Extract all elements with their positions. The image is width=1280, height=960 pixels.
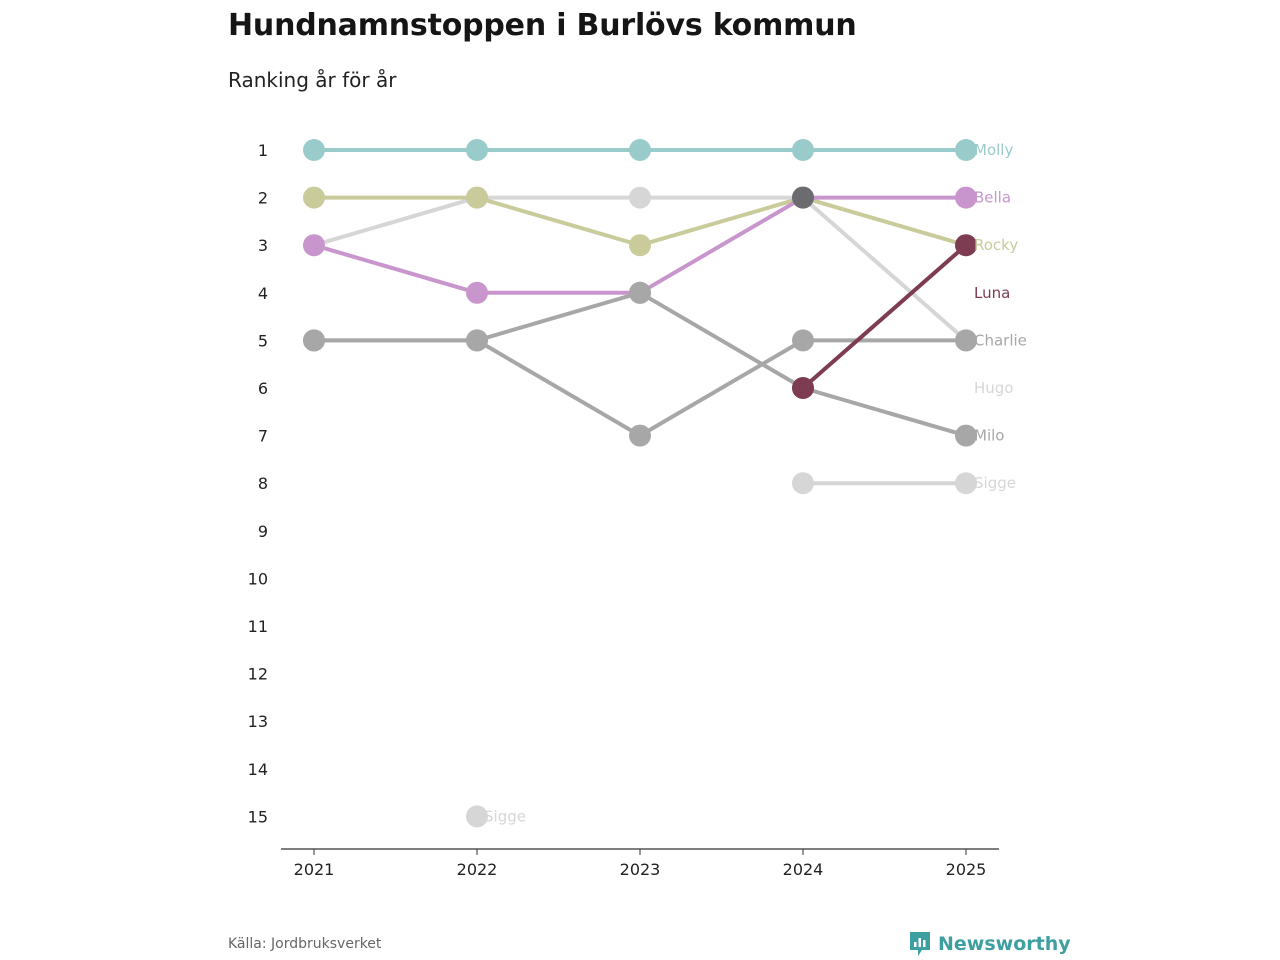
y-tick-label: 9 [258, 522, 268, 541]
data-point-hugo [629, 186, 651, 209]
data-point-charlie [629, 424, 651, 447]
end-label-luna: Luna [974, 284, 1010, 302]
chart-subtitle: Ranking år för år [228, 68, 397, 92]
x-tick-label: 2022 [457, 860, 498, 879]
data-point-milo [466, 329, 488, 352]
series-lines [312, 148, 968, 486]
data-point-charlie [955, 329, 977, 352]
data-point-sigge [466, 805, 488, 828]
series-line-charlie [638, 338, 805, 438]
data-point-milo [629, 281, 651, 304]
y-tick-label: 15 [248, 807, 268, 826]
y-tick-label: 13 [248, 712, 268, 731]
data-point-sigge [792, 472, 814, 495]
x-tick-label: 2025 [946, 860, 987, 879]
series-line-bella [312, 243, 479, 295]
y-tick-label: 7 [258, 427, 268, 446]
series-line-rocky [801, 195, 968, 248]
end-label-bella: Bella [974, 189, 1011, 207]
end-label-sigge: Sigge [974, 474, 1016, 492]
data-point-molly [466, 139, 488, 161]
data-point-molly [629, 139, 651, 161]
data-point-luna [792, 377, 814, 399]
end-label-milo: Milo [974, 427, 1004, 445]
data-point-luna [955, 234, 977, 257]
series-dots [303, 139, 977, 828]
series-line-charlie [475, 338, 642, 438]
bar-chart-bubble-icon [910, 932, 930, 956]
y-tick-label: 8 [258, 474, 268, 493]
y-tick-label: 14 [248, 760, 268, 779]
x-tick-label: 2023 [620, 860, 661, 879]
data-point-charlie [792, 329, 814, 352]
y-tick-label: 12 [248, 665, 268, 684]
x-tick-label: 2021 [294, 860, 335, 879]
data-point-rocky [629, 234, 651, 257]
y-tick-label: 4 [258, 284, 268, 303]
inline-label-sigge: Sigge [484, 807, 526, 825]
y-tick-label: 6 [258, 379, 268, 398]
series-line-luna [801, 243, 968, 390]
y-tick-label: 10 [248, 569, 268, 588]
end-label-charlie: Charlie [974, 331, 1027, 349]
y-tick-label: 5 [258, 331, 268, 350]
data-point-sigge [955, 472, 977, 495]
series-line-rocky [475, 195, 642, 248]
x-tick-label: 2024 [783, 860, 824, 879]
data-point-molly [303, 139, 325, 161]
y-tick-label: 1 [258, 141, 268, 160]
data-point-bella [955, 186, 977, 209]
highlight-dot [792, 186, 814, 209]
end-label-rocky: Rocky [974, 236, 1018, 254]
series-line-milo [801, 386, 968, 438]
data-point-bella [303, 234, 325, 257]
series-line-hugo [312, 195, 479, 248]
data-point-milo [303, 329, 325, 352]
series-line-milo [475, 290, 642, 343]
data-point-rocky [466, 186, 488, 209]
data-point-bella [466, 281, 488, 304]
brand-name: Newsworthy [938, 933, 1071, 955]
y-tick-label: 2 [258, 189, 268, 208]
brand-logo[interactable]: Newsworthy [908, 930, 1071, 958]
y-tick-label: 11 [248, 617, 268, 636]
end-label-hugo: Hugo [974, 379, 1014, 397]
chart-title: Hundnamnstoppen i Burlövs kommun [228, 8, 857, 43]
source-note: Källa: Jordbruksverket [228, 936, 382, 952]
series-line-milo [638, 290, 805, 390]
series-line-hugo [801, 195, 968, 343]
data-point-molly [792, 139, 814, 161]
series-line-rocky [638, 195, 805, 248]
series-line-bella [638, 195, 805, 295]
data-point-molly [955, 139, 977, 161]
y-tick-label: 3 [258, 236, 268, 255]
end-label-molly: Molly [974, 141, 1013, 159]
data-point-milo [955, 424, 977, 447]
data-point-rocky [303, 186, 325, 209]
